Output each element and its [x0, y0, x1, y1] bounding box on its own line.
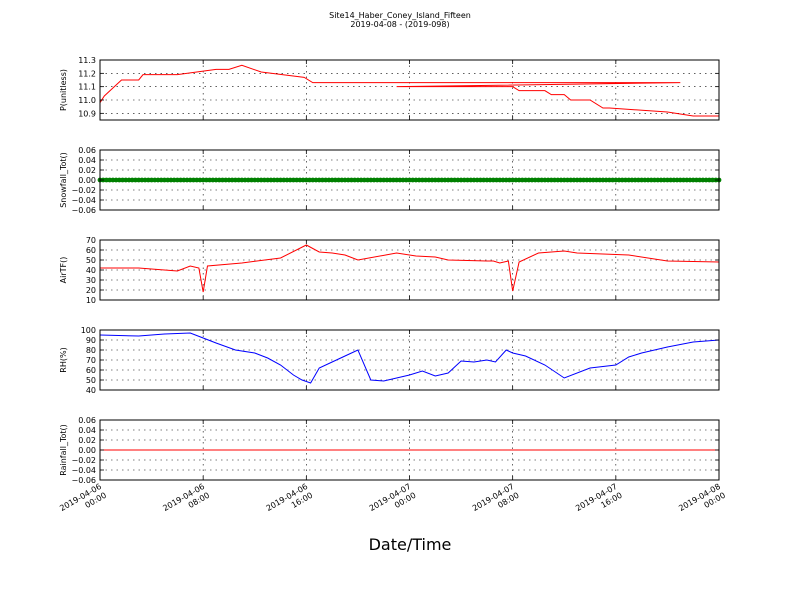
y-tick-label: 30: [86, 276, 96, 285]
y-tick-label: 0.04: [78, 156, 96, 165]
y-tick-label: 80: [86, 346, 96, 355]
y-tick-label: 40: [86, 266, 96, 275]
y-tick-label: 20: [86, 286, 96, 295]
y-tick-label: 0.00: [78, 176, 96, 185]
series-line: [99, 332, 720, 384]
y-tick-label: 10.9: [78, 109, 96, 118]
y-tick-label: 0.06: [78, 416, 96, 425]
y-tick-label: 10: [86, 296, 96, 305]
panel-2: −0.06−0.04−0.020.000.020.040.06 Snowfall_…: [59, 146, 722, 215]
chart-title: Site14_Haber_Coney_Island_Fifteen: [329, 11, 471, 20]
y-tick-label: 0.02: [78, 166, 96, 175]
y-tick-label: −0.02: [71, 186, 96, 195]
y-tick-label: 60: [86, 246, 96, 255]
y-axis-label: Rainfall_Tot(): [59, 424, 68, 476]
y-tick-label: 70: [86, 236, 96, 245]
y-tick-label: 100: [81, 326, 96, 335]
y-tick-label: 70: [86, 356, 96, 365]
y-axis-label: AirTF(): [59, 257, 68, 284]
y-tick-label: −0.04: [71, 466, 96, 475]
y-tick-label: 60: [86, 366, 96, 375]
y-tick-label: 11.1: [78, 83, 96, 92]
y-tick-label: 90: [86, 336, 96, 345]
y-tick-label: 11.0: [78, 96, 96, 105]
y-axis-label: Snowfall_Tot(): [59, 152, 68, 208]
y-tick-label: 50: [86, 376, 96, 385]
y-tick-label: −0.04: [71, 196, 96, 205]
y-tick-label: −0.06: [71, 206, 96, 215]
y-tick-label: 0.00: [78, 446, 96, 455]
y-tick-label: 11.3: [78, 56, 96, 65]
y-tick-label: 11.2: [78, 69, 96, 78]
y-tick-label: 0.06: [78, 146, 96, 155]
series-line: [100, 244, 720, 293]
y-tick-label: 0.02: [78, 436, 96, 445]
y-tick-label: 0.04: [78, 426, 96, 435]
panel-5: −0.06−0.04−0.020.000.020.040.06 Rainfall_…: [59, 416, 720, 485]
y-tick-label: −0.02: [71, 456, 96, 465]
y-tick-label: 40: [86, 386, 96, 395]
y-axis-label: P(unitless): [59, 69, 68, 111]
y-tick-label: 50: [86, 256, 96, 265]
x-axis-label: Date/Time: [369, 535, 452, 554]
y-tick-label: −0.06: [71, 476, 96, 485]
chart-subtitle: 2019-04-08 - (2019-098): [350, 20, 450, 29]
series-line: [99, 64, 719, 117]
panel-1: 10.9 11.0 11.1 11.2 11.3 P(unitless): [59, 56, 720, 121]
y-axis-label: RH(%): [59, 347, 68, 372]
